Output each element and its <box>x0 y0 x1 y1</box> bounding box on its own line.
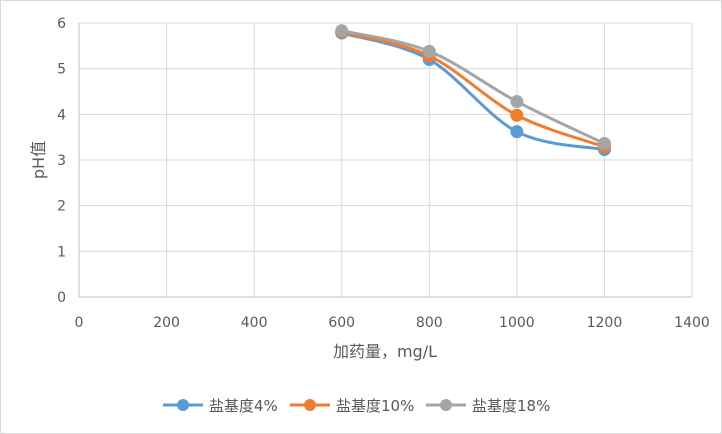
y-tick-label: 3 <box>57 153 66 169</box>
x-tick-label: 1000 <box>499 315 535 331</box>
y-tick-label: 2 <box>57 199 66 215</box>
x-tick-label: 1400 <box>674 315 710 331</box>
legend-label: 盐基度18% <box>472 397 550 415</box>
legend-label: 盐基度10% <box>336 397 414 415</box>
data-point <box>597 137 611 151</box>
y-tick-label: 1 <box>57 244 66 260</box>
x-tick-label: 200 <box>153 315 180 331</box>
tick-labels: 0 1 2 3 4 5 6 0 200 400 600 800 1000 1200 1400 <box>57 16 710 331</box>
series-line-2 <box>341 30 605 149</box>
data-point <box>422 44 436 58</box>
y-tick-label: 5 <box>57 62 66 78</box>
data-point <box>335 24 349 38</box>
x-tick-label: 0 <box>75 315 84 331</box>
x-tick-label: 600 <box>328 315 355 331</box>
legend-label: 盐基度4% <box>209 397 278 415</box>
data-point <box>510 125 524 139</box>
x-tick-label: 400 <box>241 315 268 331</box>
x-tick-label: 1200 <box>587 315 623 331</box>
legend-swatch-marker <box>304 399 316 411</box>
y-tick-label: 0 <box>57 290 66 306</box>
data-point <box>510 95 524 109</box>
series-lines <box>335 24 611 156</box>
data-point <box>510 108 524 122</box>
gridlines <box>79 22 693 297</box>
y-tick-label: 4 <box>57 107 66 123</box>
y-axis-title: pH值 <box>29 141 48 179</box>
series-line-3 <box>341 29 606 145</box>
legend-swatch-marker <box>440 399 452 411</box>
y-tick-label: 6 <box>57 16 66 32</box>
legend: 盐基度4% 盐基度10% 盐基度18% <box>163 397 550 415</box>
axes <box>78 23 692 298</box>
x-tick-label: 800 <box>416 315 443 331</box>
x-axis-title: 加药量，mg/L <box>333 342 437 361</box>
series-line-1 <box>341 31 605 151</box>
legend-swatch-marker <box>177 399 189 411</box>
